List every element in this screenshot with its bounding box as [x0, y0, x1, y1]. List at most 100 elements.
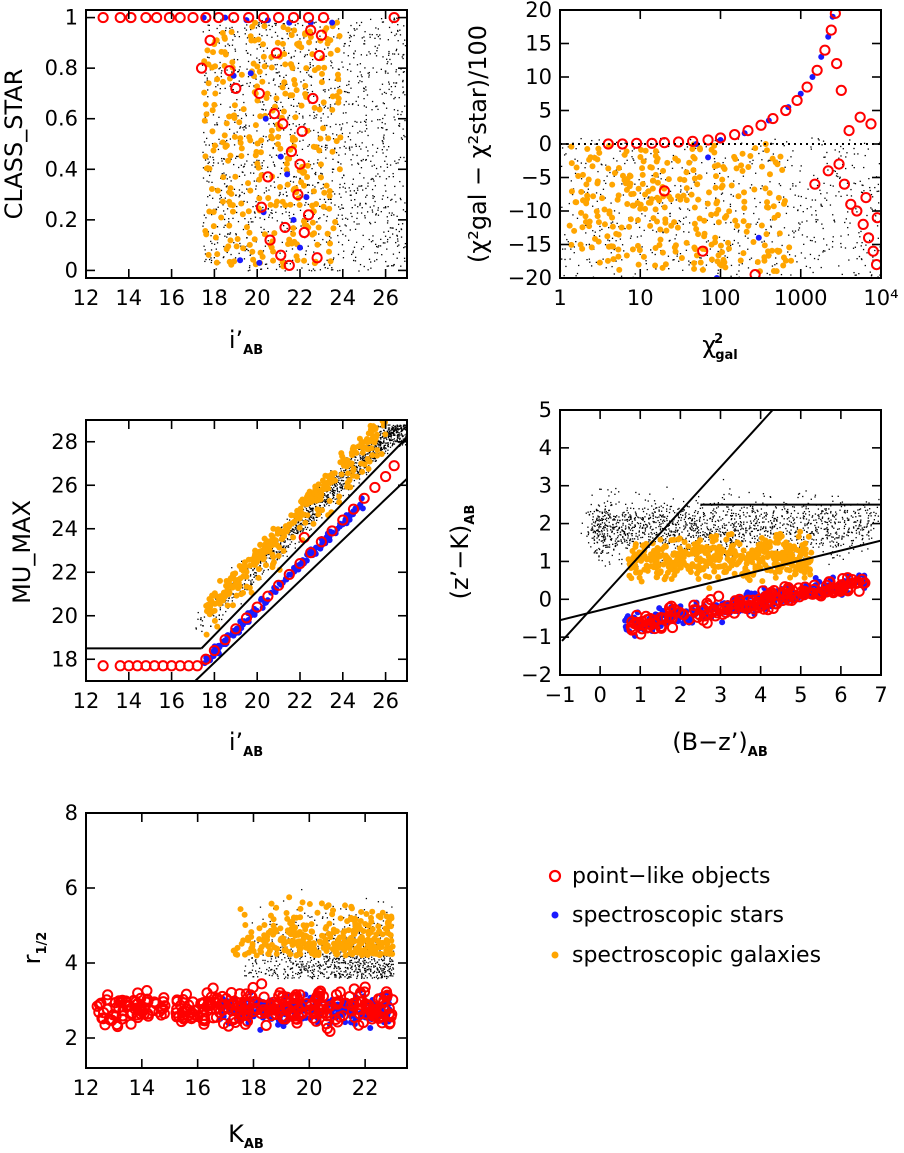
- p2-all_objects-point: [611, 237, 614, 239]
- p3-all_objects-point: [378, 446, 380, 448]
- p3-all_objects-point: [203, 616, 206, 618]
- p1-spec_galaxies-point: [303, 65, 310, 72]
- p3-xtick-label: 12: [73, 689, 100, 713]
- p1-spec_stars-point: [277, 153, 284, 160]
- p1-all_objects-point: [402, 91, 405, 93]
- p1-all_objects-point: [315, 21, 317, 23]
- p2-all_objects-point: [735, 210, 737, 212]
- p1-all_objects-point: [327, 267, 329, 269]
- p3-all_objects-point: [380, 448, 382, 450]
- p1-xtick-label: 26: [372, 286, 399, 310]
- p1-spec_galaxies-point: [222, 51, 229, 58]
- p2-all_objects-point: [686, 146, 689, 148]
- p2-all_objects-point: [799, 223, 801, 225]
- p2-all_objects-point: [686, 191, 688, 193]
- p2-all_objects-point: [616, 222, 618, 225]
- p3-all_objects-point: [396, 439, 398, 441]
- p3-all_objects-point: [393, 433, 395, 435]
- p2-all_objects-point: [774, 264, 776, 266]
- p3-all_objects-point: [399, 437, 401, 440]
- p1-all_objects-point: [402, 71, 405, 73]
- p1-all_objects-point: [308, 269, 310, 271]
- p3-all_objects-point: [400, 427, 403, 429]
- p1-all_objects-point: [351, 164, 353, 166]
- p1-all_objects-point: [370, 160, 372, 162]
- p1-spec_galaxies-point: [261, 23, 268, 30]
- p1-all_objects-point: [268, 138, 270, 141]
- p3-all_objects-point: [321, 517, 323, 519]
- p3-all_objects-point: [342, 488, 344, 490]
- p3-all_objects-point: [288, 519, 291, 521]
- p1-all_objects-point: [224, 29, 227, 32]
- p2-spec_galaxies-point: [647, 222, 654, 229]
- p3-all_objects-point: [314, 506, 317, 508]
- p2-all_objects-point: [848, 259, 850, 261]
- p2-all_objects-point: [841, 273, 843, 276]
- p3-all_objects-point: [336, 489, 338, 491]
- p1-all_objects-point: [343, 145, 345, 148]
- p3-all_objects-point: [302, 531, 304, 533]
- p1-all_objects-point: [224, 197, 226, 199]
- p1-all_objects-point: [241, 171, 243, 173]
- p1-all_objects-point: [386, 166, 389, 168]
- p1-all_objects-point: [355, 100, 357, 103]
- p1-all_objects-point: [246, 201, 248, 203]
- p1-all_objects-point: [274, 93, 277, 95]
- p1-all_objects-point: [307, 69, 309, 72]
- p2-spec_galaxies-point: [713, 173, 720, 180]
- p2-all_objects-point: [576, 217, 579, 219]
- p1-all_objects-point: [318, 104, 320, 106]
- p1-all_objects-point: [360, 148, 362, 150]
- p3-all_objects-point: [288, 534, 290, 536]
- p2-spec_galaxies-point: [671, 219, 678, 226]
- p1-all_objects-point: [372, 67, 374, 69]
- p2-all_objects-point: [603, 179, 605, 182]
- p2-spec_galaxies-point: [636, 247, 643, 254]
- p1-all_objects-point: [213, 243, 216, 245]
- p2-all_objects-point: [739, 245, 741, 247]
- p2-spec_galaxies-point: [691, 244, 698, 251]
- p3-all_objects-point: [197, 618, 199, 620]
- p1-all_objects-point: [377, 127, 379, 129]
- p1-all_objects-point: [206, 56, 209, 58]
- p3-all_objects-point: [311, 515, 313, 517]
- p3-all_objects-point: [296, 530, 298, 532]
- p1-all_objects-point: [374, 185, 377, 187]
- p3-all_objects-point: [392, 426, 394, 429]
- p1-all_objects-point: [397, 40, 399, 42]
- p1-all_objects-point: [307, 263, 309, 266]
- p1-all_objects-point: [290, 128, 292, 131]
- p1-all_objects-point: [367, 72, 369, 74]
- p1-all_objects-point: [323, 214, 325, 216]
- p3-all_objects-point: [323, 493, 326, 495]
- p1-all_objects-point: [271, 107, 273, 109]
- p1-all_objects-point: [384, 72, 387, 74]
- p1-all_objects-point: [210, 257, 212, 259]
- p1-all_objects-point: [246, 188, 248, 190]
- p1-all_objects-point: [229, 85, 231, 87]
- p1-all_objects-point: [250, 218, 252, 220]
- p4-all_objects-point: [776, 527, 778, 530]
- p4-all_objects-point: [657, 533, 659, 535]
- p1-all_objects-point: [364, 202, 367, 205]
- p4-all_objects-point: [873, 519, 876, 521]
- p2-spec_galaxies-point: [719, 182, 726, 189]
- p3-all_objects-point: [394, 426, 396, 428]
- p1-all_objects-point: [342, 207, 345, 209]
- p1-all_objects-point: [367, 134, 369, 137]
- p1-all_objects-point: [329, 126, 332, 128]
- p1-all_objects-point: [254, 212, 256, 214]
- p2-all_objects-point: [737, 138, 740, 140]
- p2-all_objects-point: [634, 162, 636, 164]
- p2-all_objects-point: [776, 262, 778, 265]
- p1-all_objects-point: [384, 235, 387, 237]
- p1-all_objects-point: [242, 84, 244, 86]
- p1-all_objects-point: [370, 178, 372, 181]
- p1-all_objects-point: [355, 241, 358, 243]
- p1-all_objects-point: [379, 34, 381, 36]
- p1-all_objects-point: [261, 162, 263, 164]
- p1-all_objects-point: [202, 167, 205, 169]
- p2-all_objects-point: [618, 212, 620, 214]
- p1-all_objects-point: [354, 204, 356, 206]
- p1-all_objects-point: [319, 243, 322, 246]
